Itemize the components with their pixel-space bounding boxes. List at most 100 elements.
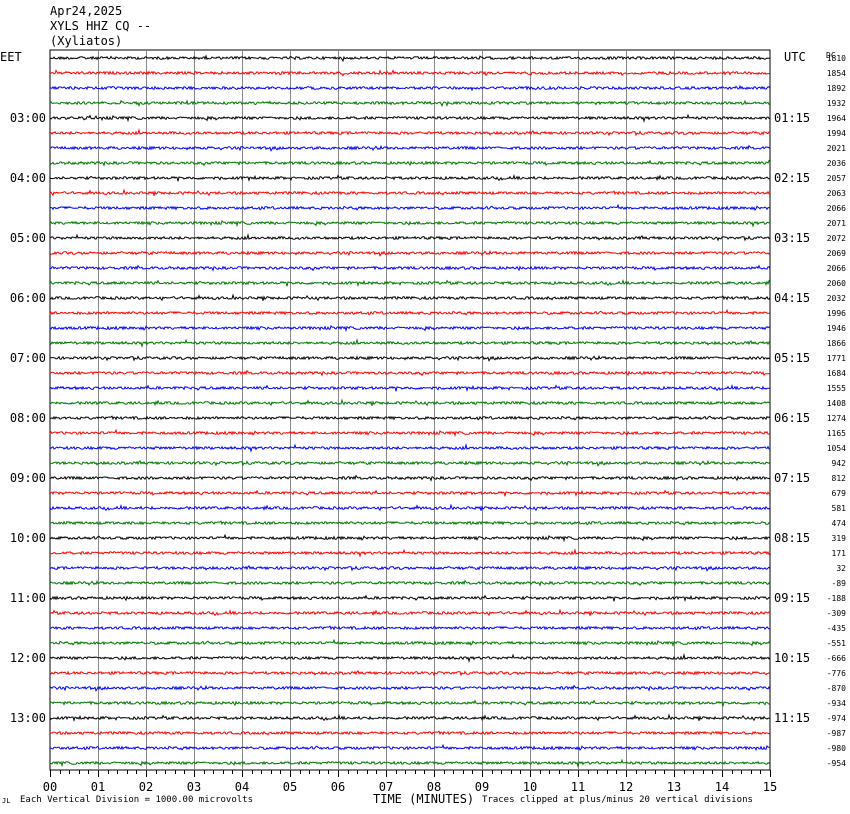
x-tick-label: 05: [283, 780, 297, 794]
dc-offset-label: 2066: [827, 204, 846, 213]
dc-offset-label: -974: [827, 714, 846, 723]
plot-date: Apr24,2025: [50, 4, 123, 18]
seismic-trace: [49, 548, 771, 558]
left-hour-label: 08:00: [10, 411, 46, 425]
dc-offset-label: -870: [827, 684, 846, 693]
x-tick-label: 01: [91, 780, 105, 794]
seismic-trace: [49, 443, 771, 453]
seismic-trace: [49, 428, 771, 438]
left-timezone-label: EET: [0, 50, 22, 64]
x-tick-label: 15: [763, 780, 777, 794]
right-hour-label: 06:15: [774, 411, 810, 425]
x-tick-label: 02: [139, 780, 153, 794]
left-hour-label: 04:00: [10, 171, 46, 185]
dc-offset-label: 581: [832, 504, 847, 513]
seismic-trace: [49, 713, 771, 722]
station-code: XYLS HHZ CQ --: [50, 19, 152, 33]
seismic-trace: [49, 249, 771, 257]
right-timezone-label: UTC: [784, 50, 806, 64]
right-hour-label: 11:15: [774, 711, 810, 725]
x-tick-label: 13: [667, 780, 681, 794]
seismic-trace: [49, 565, 771, 572]
dc-offset-label: 1964: [827, 114, 846, 123]
seismic-trace: [49, 398, 771, 407]
right-hour-label: 05:15: [774, 351, 810, 365]
left-hour-label: 06:00: [10, 291, 46, 305]
left-hour-label: 03:00: [10, 111, 46, 125]
seismic-trace: [49, 54, 771, 63]
left-hour-label: 05:00: [10, 231, 46, 245]
dc-offset-label: 319: [832, 534, 847, 543]
dc-offset-label: 2032: [827, 294, 846, 303]
x-tick-label: 10: [523, 780, 537, 794]
station-location: (Xyliatos): [50, 34, 123, 48]
seismic-trace: [49, 264, 771, 272]
dc-offset-label: 2072: [827, 234, 846, 243]
left-hour-label: 07:00: [10, 351, 46, 365]
seismic-trace: [49, 159, 771, 167]
x-tick-label: 14: [715, 780, 729, 794]
dc-offset-label: 2036: [827, 159, 846, 168]
dc-offset-label: 812: [832, 474, 847, 483]
dc-offset-label: 942: [832, 459, 847, 468]
seismic-trace: [49, 684, 771, 692]
seismic-trace: [49, 128, 771, 137]
dc-offset-label: 1771: [827, 354, 846, 363]
dc-offset-label: 2069: [827, 249, 846, 258]
dc-offset-label: 1274: [827, 414, 846, 423]
right-hour-label: 03:15: [774, 231, 810, 245]
dc-offset-label: 1810: [827, 54, 846, 63]
seismic-trace: [49, 338, 771, 348]
dc-offset-label: 1932: [827, 99, 846, 108]
seismic-trace: [49, 293, 771, 302]
dc-offset-label: 1854: [827, 69, 846, 78]
x-tick-label: 03: [187, 780, 201, 794]
dc-offset-label: -954: [827, 759, 846, 768]
left-hour-label: 10:00: [10, 531, 46, 545]
seismic-trace: [49, 220, 771, 228]
seismic-trace: [50, 730, 771, 736]
dc-offset-label: -89: [832, 579, 847, 588]
seismic-trace: [49, 173, 771, 182]
dc-offset-label: 1165: [827, 429, 846, 438]
seismic-trace: [49, 758, 771, 768]
seismic-trace: [49, 520, 771, 526]
dc-offset-label: 1866: [827, 339, 846, 348]
seismic-trace: [49, 579, 771, 587]
dc-offset-label: 32: [836, 564, 846, 573]
seismic-trace: [49, 608, 771, 617]
seismic-trace: [49, 489, 771, 497]
seismic-trace: [49, 503, 771, 512]
seismic-trace: [49, 670, 771, 677]
dc-offset-label: 2021: [827, 144, 846, 153]
seismic-trace: [50, 84, 771, 92]
dc-offset-label: 1408: [827, 399, 846, 408]
clip-note: Traces clipped at plus/minus 20 vertical…: [482, 795, 753, 805]
left-hour-label: 09:00: [10, 471, 46, 485]
dc-offset-label: 1892: [827, 84, 846, 93]
left-hour-label: 11:00: [10, 591, 46, 605]
dc-offset-label: 474: [832, 519, 847, 528]
seismic-trace: [49, 68, 771, 77]
dc-offset-label: -776: [827, 669, 846, 678]
seismic-trace: [49, 625, 771, 631]
seismic-trace: [49, 594, 771, 602]
dc-offset-label: -934: [827, 699, 846, 708]
dc-offset-label: 1684: [827, 369, 846, 378]
seismic-trace: [49, 383, 771, 392]
seismic-trace: [49, 113, 771, 123]
seismic-trace: [49, 533, 771, 543]
left-hour-label: 12:00: [10, 651, 46, 665]
x-tick-label: 08: [427, 780, 441, 794]
dc-offset-label: 1946: [827, 324, 846, 333]
scale-note: Each Vertical Division = 1000.00 microvo…: [20, 795, 253, 805]
dc-offset-label: -987: [827, 729, 846, 738]
dc-offset-label: 2063: [827, 189, 846, 198]
dc-offset-label: -980: [827, 744, 846, 753]
dc-offset-label: -309: [827, 609, 846, 618]
seismic-trace: [49, 308, 771, 316]
right-hour-label: 02:15: [774, 171, 810, 185]
seismic-trace: [49, 99, 771, 108]
seismic-trace: [49, 415, 771, 421]
